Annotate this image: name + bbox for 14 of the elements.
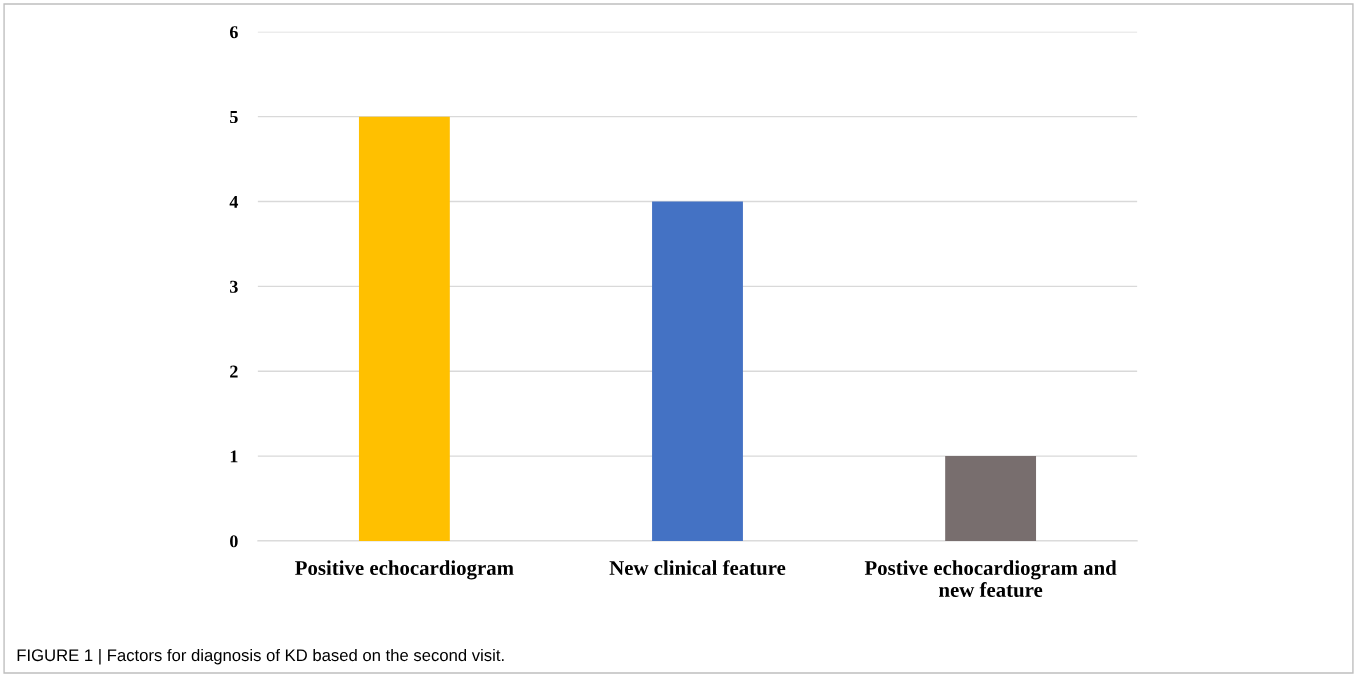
y-tick-label: 6: [229, 26, 238, 39]
y-tick-label: 3: [230, 280, 238, 293]
y-tick-label: 4: [229, 195, 239, 208]
caption: FIGURE 1 | Factors for diagnosis of KD based on the second visit.: [17, 648, 504, 665]
x-tick-label: New clinical feature: [609, 560, 786, 576]
bar: [945, 456, 1037, 541]
bar: [358, 116, 450, 541]
x-tick-label: Postive echocardiogram and new feature: [864, 560, 1117, 598]
bar: [652, 201, 743, 541]
y-tick-label: 2: [230, 365, 238, 378]
y-tick-label: 5: [230, 111, 238, 124]
y-tick-label: 1: [230, 450, 238, 463]
x-tick-label: Positive echocardiogram: [295, 560, 514, 580]
y-tick-label: 0: [230, 535, 238, 548]
